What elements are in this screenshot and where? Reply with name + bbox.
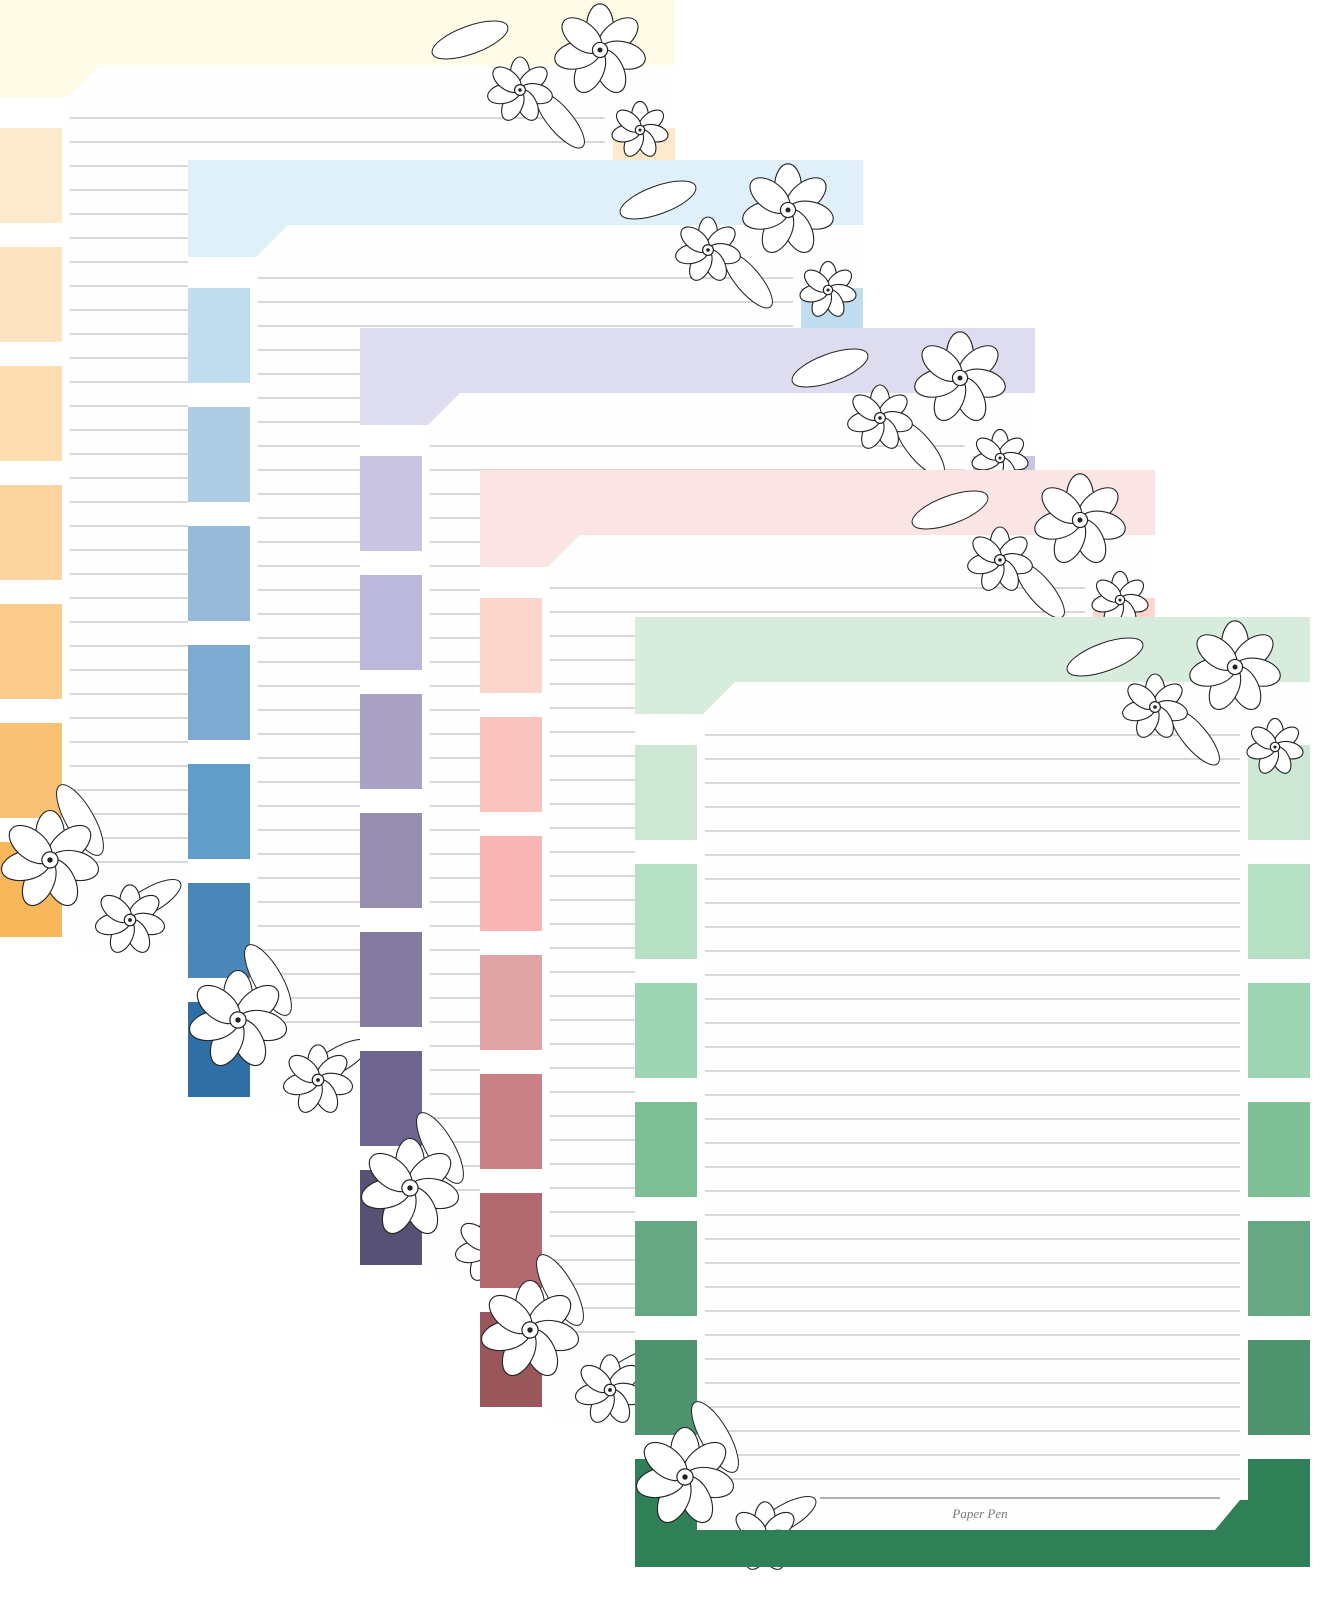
side-tab <box>0 485 62 580</box>
side-tab <box>635 983 697 1078</box>
side-tab <box>0 723 62 818</box>
side-tab <box>480 1193 542 1288</box>
side-tab <box>360 932 422 1027</box>
side-tab <box>188 288 250 383</box>
side-tab <box>635 1340 697 1435</box>
flower <box>554 3 646 93</box>
flower-dot <box>682 1474 688 1480</box>
side-tab <box>1248 1102 1310 1197</box>
side-tab <box>635 864 697 959</box>
leaf <box>416 1112 464 1184</box>
flower <box>94 884 166 953</box>
flower-dot <box>998 558 1002 562</box>
flower <box>1034 473 1126 563</box>
flower <box>799 260 857 317</box>
leaf <box>911 490 989 530</box>
sheets <box>0 0 1310 1570</box>
side-tab <box>1248 1221 1310 1316</box>
flower <box>0 809 100 907</box>
flower <box>1189 620 1281 710</box>
watermark: Paper Pen <box>951 1506 1007 1521</box>
flower <box>847 384 913 449</box>
side-tab <box>480 955 542 1050</box>
side-tab <box>360 456 422 551</box>
leaf <box>244 944 292 1016</box>
flower-dot <box>407 1185 413 1191</box>
side-tab <box>480 836 542 931</box>
flower <box>742 163 834 253</box>
side-tab <box>0 128 62 223</box>
flower-dot <box>1118 598 1122 602</box>
flower-dot <box>1232 664 1238 670</box>
side-tab <box>360 575 422 670</box>
flower-dot <box>785 207 791 213</box>
flower-dot <box>608 1388 612 1392</box>
leaf <box>1066 637 1144 677</box>
side-tab <box>360 694 422 789</box>
side-tab <box>635 745 697 840</box>
side-tab <box>360 1051 422 1146</box>
side-tab <box>0 604 62 699</box>
flower <box>282 1044 354 1113</box>
sheet <box>635 617 1310 1570</box>
side-tab <box>1248 864 1310 959</box>
side-tab <box>1248 983 1310 1078</box>
flower <box>487 56 553 121</box>
flower-dot <box>527 1327 533 1333</box>
flower-dot <box>518 88 522 92</box>
leaf <box>56 784 104 856</box>
leaf <box>791 348 869 388</box>
flower <box>635 1426 735 1524</box>
flower-dot <box>316 1078 320 1082</box>
flower-dot <box>826 288 830 292</box>
flower-dot <box>1273 745 1277 749</box>
leaf <box>431 20 509 60</box>
flower-dot <box>1153 705 1157 709</box>
flower <box>675 216 741 281</box>
footer-band <box>635 1500 1310 1567</box>
flower-dot <box>998 456 1002 460</box>
flower-dot <box>1077 517 1083 523</box>
flower-dot <box>957 375 963 381</box>
side-tab <box>0 366 62 461</box>
flower-dot <box>638 128 642 132</box>
side-tab <box>0 247 62 342</box>
side-tab <box>480 717 542 812</box>
side-tab <box>635 1102 697 1197</box>
flower-dot <box>597 47 603 53</box>
leaf <box>536 1254 584 1326</box>
flower <box>1122 673 1188 738</box>
flower <box>480 1279 580 1377</box>
flower <box>574 1354 646 1423</box>
leaf <box>691 1401 739 1473</box>
side-tab <box>480 598 542 693</box>
writing-panel <box>703 682 1310 1567</box>
flower-dot <box>47 857 53 863</box>
leaf <box>619 180 697 220</box>
flower <box>967 526 1033 591</box>
side-tab <box>360 813 422 908</box>
flower <box>611 100 669 157</box>
flower-dot <box>128 918 132 922</box>
flower-dot <box>878 416 882 420</box>
flower <box>188 969 288 1067</box>
side-tab <box>188 645 250 740</box>
side-tab <box>188 764 250 859</box>
side-tab <box>480 1074 542 1169</box>
side-tab <box>188 526 250 621</box>
side-tab <box>188 883 250 978</box>
flower <box>1246 717 1304 774</box>
side-tab <box>188 407 250 502</box>
flower <box>360 1137 460 1235</box>
flower-dot <box>235 1017 241 1023</box>
side-tab <box>635 1221 697 1316</box>
flower <box>914 331 1006 421</box>
side-tab <box>1248 1340 1310 1435</box>
flower-dot <box>706 248 710 252</box>
